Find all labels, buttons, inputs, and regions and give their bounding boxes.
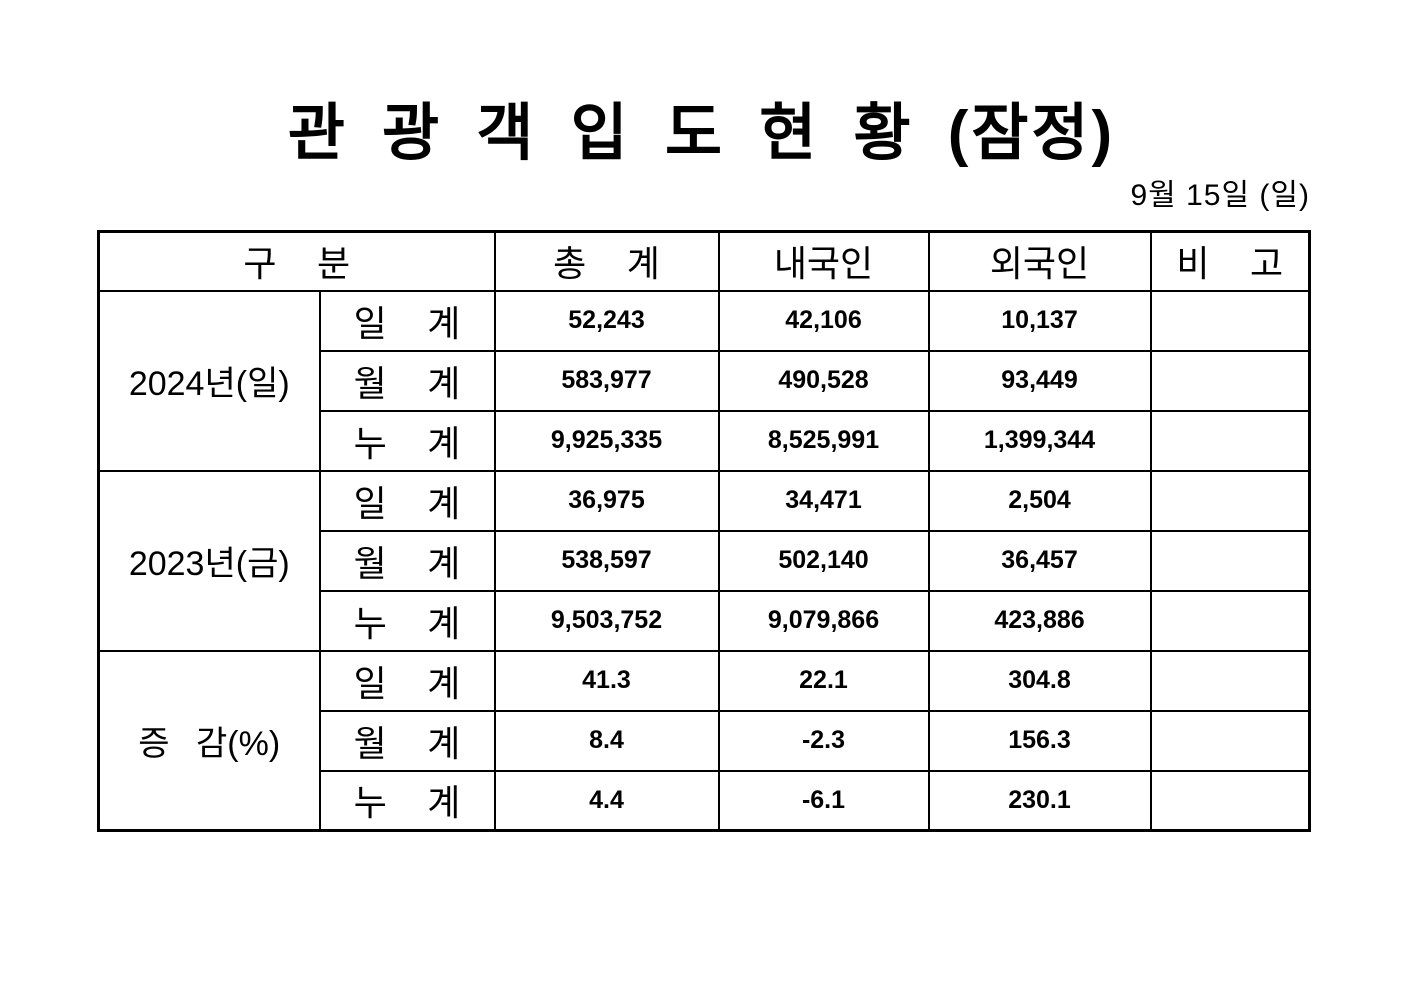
domestic-value: -2.3 <box>717 709 930 772</box>
domestic-value: 22.1 <box>717 649 930 712</box>
note-cell <box>1149 769 1311 832</box>
note-cell <box>1149 409 1311 472</box>
foreign-value: 230.1 <box>927 769 1152 832</box>
note-cell <box>1149 289 1311 352</box>
total-value: 583,977 <box>493 349 720 412</box>
table-row: 월 계 583,977 490,528 93,449 <box>99 349 1311 412</box>
table-row: 월 계 8.4 -2.3 156.3 <box>99 709 1311 772</box>
domestic-value: 490,528 <box>717 349 930 412</box>
tourist-arrivals-table: 구 분 총 계 내국인 외국인 비 고 2024년(일) 일 계 52,243 … <box>97 230 1311 832</box>
note-cell <box>1149 469 1311 532</box>
foreign-value: 2,504 <box>927 469 1152 532</box>
row-label: 월 계 <box>318 529 496 592</box>
note-cell <box>1149 529 1311 592</box>
table-row: 2023년(금) 일 계 36,975 34,471 2,504 <box>97 469 1311 652</box>
group-cell-change: 증 감(%) <box>97 649 321 832</box>
header-domestic: 내국인 <box>717 230 930 292</box>
foreign-value: 1,399,344 <box>927 409 1152 472</box>
table-header-row: 구 분 총 계 내국인 외국인 비 고 <box>97 230 1311 292</box>
foreign-value: 304.8 <box>927 649 1152 712</box>
foreign-value: 10,137 <box>927 289 1152 352</box>
row-label: 누 계 <box>318 769 496 832</box>
group-cell-2023: 2023년(금) <box>97 469 321 652</box>
domestic-value: -6.1 <box>717 769 930 832</box>
row-label: 일 계 <box>318 649 496 712</box>
header-foreign: 외국인 <box>927 230 1152 292</box>
table-row: 누 계 9,925,335 8,525,991 1,399,344 <box>99 409 1311 472</box>
total-value: 9,503,752 <box>493 589 720 652</box>
table-row: 누 계 4.4 -6.1 230.1 <box>99 769 1311 832</box>
table-row: 증 감(%) 일 계 41.3 22.1 304.8 <box>97 649 1311 832</box>
table-row: 2024년(일) 일 계 52,243 42,106 10,137 <box>97 289 1311 472</box>
note-cell <box>1149 709 1311 772</box>
note-cell <box>1149 589 1311 652</box>
total-value: 4.4 <box>493 769 720 832</box>
row-label: 누 계 <box>318 409 496 472</box>
domestic-value: 502,140 <box>717 529 930 592</box>
domestic-value: 9,079,866 <box>717 589 930 652</box>
table-row: 월 계 538,597 502,140 36,457 <box>99 529 1311 592</box>
foreign-value: 423,886 <box>927 589 1152 652</box>
domestic-value: 8,525,991 <box>717 409 930 472</box>
note-cell <box>1149 649 1311 712</box>
foreign-value: 156.3 <box>927 709 1152 772</box>
foreign-value: 93,449 <box>927 349 1152 412</box>
total-value: 8.4 <box>493 709 720 772</box>
group-cell-2024: 2024년(일) <box>97 289 321 472</box>
table-row: 누 계 9,503,752 9,079,866 423,886 <box>99 589 1311 652</box>
total-value: 9,925,335 <box>493 409 720 472</box>
row-label: 일 계 <box>318 289 496 352</box>
note-cell <box>1149 349 1311 412</box>
report-date: 9월 15일 (일) <box>1130 179 1310 212</box>
document-title: 관 광 객 입 도 현 황 (잠정) <box>287 99 1116 168</box>
domestic-value: 34,471 <box>717 469 930 532</box>
header-note: 비 고 <box>1149 230 1311 292</box>
row-label: 누 계 <box>318 589 496 652</box>
total-value: 538,597 <box>493 529 720 592</box>
row-label: 월 계 <box>318 349 496 412</box>
header-total: 총 계 <box>493 230 720 292</box>
foreign-value: 36,457 <box>927 529 1152 592</box>
total-value: 36,975 <box>493 469 720 532</box>
total-value: 41.3 <box>493 649 720 712</box>
domestic-value: 42,106 <box>717 289 930 352</box>
row-label: 월 계 <box>318 709 496 772</box>
header-gubun: 구 분 <box>97 230 496 292</box>
total-value: 52,243 <box>493 289 720 352</box>
row-label: 일 계 <box>318 469 496 532</box>
